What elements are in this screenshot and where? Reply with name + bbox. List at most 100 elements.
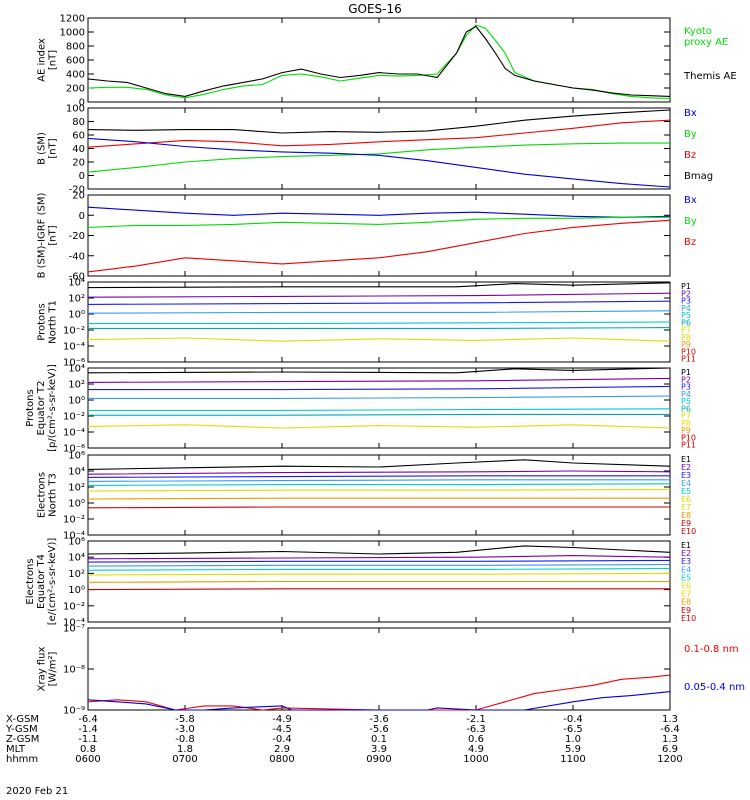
- e_equator-legend-e7: E7: [681, 590, 691, 599]
- e_equator-ytick-label: 10⁶: [68, 537, 85, 548]
- xaxis-value: 5.9: [565, 744, 581, 755]
- xaxis-value: 6.9: [662, 744, 678, 755]
- e_north-ylabel-line: Electrons: [37, 472, 48, 518]
- xaxis-value: -1.1: [78, 734, 98, 745]
- xaxis-value: -5.8: [175, 714, 195, 725]
- e_equator-ytick-label: 10⁰: [68, 585, 85, 596]
- p_north-legend-p6: P6: [681, 318, 691, 327]
- xaxis-value: -0.8: [175, 734, 195, 745]
- p_equator-series-p7: [87, 424, 671, 429]
- xaxis-value: 0.8: [80, 744, 96, 755]
- e_equator-legend-e3: E3: [681, 557, 691, 566]
- ae-ytick-label: 400: [66, 70, 85, 81]
- bigrf-legend-bz: Bz: [684, 237, 696, 248]
- ae-ytick-label: 1200: [60, 14, 85, 25]
- e_equator-ytick-label: 10²: [68, 569, 85, 580]
- ae-ylabel-line: [nT]: [48, 50, 59, 70]
- e_equator-ylabel-line: Electrons: [25, 558, 36, 604]
- e_north-series-e9: [87, 506, 670, 509]
- e_equator-series-e5: [87, 567, 671, 571]
- xaxis-value: -1.4: [78, 724, 98, 735]
- e_equator-legend-e9: E9: [681, 606, 691, 615]
- bsm-legend-bz: Bz: [684, 150, 696, 161]
- e_equator-legend-e10: E10: [681, 614, 696, 623]
- e_equator-legend-e2: E2: [681, 549, 691, 558]
- xaxis-row-label: X-GSM: [6, 714, 39, 725]
- e_equator-legend-e8: E8: [681, 598, 691, 607]
- p_equator-series-p1: [87, 367, 671, 374]
- xray-ytick-label: 10⁻⁹: [63, 706, 85, 717]
- bsm-ylabel-line: [nT]: [48, 138, 59, 158]
- xaxis-value: 0.6: [468, 734, 484, 745]
- p_north-series-p3: [87, 300, 671, 305]
- e_north-series-e2: [87, 470, 671, 475]
- e_north-ytick-label: 10⁻⁴: [63, 531, 85, 542]
- p_north-legend-p5: P5: [681, 311, 691, 320]
- bsm-ytick-label: 0: [79, 171, 85, 182]
- bsm-ylabel-line: B (SM): [37, 132, 48, 165]
- p_north-legend-p8: P8: [681, 333, 691, 342]
- xaxis-value: -5.6: [369, 724, 389, 735]
- xaxis-value: 0600: [75, 754, 100, 765]
- e_north-ytick-label: 10⁻²: [63, 515, 85, 526]
- p_north-legend-p1: P1: [681, 282, 691, 291]
- p_north-ylabel-line: North T1: [48, 300, 59, 344]
- e_north-legend-e8: E8: [681, 511, 691, 520]
- p_equator-legend-p11: P11: [681, 441, 696, 450]
- e_equator-legend-e4: E4: [681, 565, 691, 574]
- e_north-legend-e6: E6: [681, 495, 691, 504]
- bsm-ytick-label: 60: [72, 131, 85, 142]
- p_equator-legend-p10: P10: [681, 433, 696, 442]
- p_equator-legend-p8: P8: [681, 419, 691, 428]
- e_north-legend-e10: E10: [681, 527, 696, 536]
- date-label: 2020 Feb 21: [6, 786, 69, 797]
- e_north-ytick-label: 10⁶: [68, 451, 85, 462]
- p_north-ytick-label: 10⁰: [68, 310, 85, 321]
- xaxis-value: -3.0: [175, 724, 195, 735]
- p_equator-legend-p7: P7: [681, 412, 691, 421]
- bsm-ytick-label: -20: [69, 185, 85, 196]
- xaxis-value: 1.8: [177, 744, 193, 755]
- bigrf-ytick-label: 0: [79, 211, 85, 222]
- e_equator-ytick-label: 10⁴: [68, 553, 85, 564]
- e_equator-series-e2: [87, 555, 671, 560]
- xaxis-value: -2.1: [466, 714, 486, 725]
- p_north-ytick-label: 10⁻⁶: [63, 358, 85, 369]
- e_north-legend-e7: E7: [681, 503, 691, 512]
- p_north-ytick-label: 10⁴: [68, 278, 85, 289]
- bsm-ytick-label: 40: [72, 144, 85, 155]
- xaxis-row-label: Y-GSM: [5, 724, 38, 735]
- e_equator-legend-e1: E1: [681, 541, 691, 550]
- xaxis-value: -3.6: [369, 714, 389, 725]
- xaxis-value: 1.3: [662, 714, 678, 725]
- bsm-frame: [87, 107, 671, 190]
- p_equator-series-p3: [88, 385, 671, 391]
- e_north-ylabel-line: North T3: [48, 473, 59, 517]
- xaxis-value: -6.5: [563, 724, 583, 735]
- bigrf-series-by: [87, 216, 670, 228]
- bsm-legend-bmag: Bmag: [684, 171, 713, 182]
- e_equator-ylabel-line: Equator T4: [36, 554, 47, 609]
- xaxis-value: 4.9: [468, 744, 484, 755]
- p_equator-ytick-label: 10⁰: [68, 396, 85, 407]
- e_equator-ylabel-line: [e/(cm²-s-sr-keV)]: [47, 538, 58, 626]
- xaxis-value: 0800: [269, 754, 294, 765]
- p_equator-series-p5: [88, 408, 671, 411]
- p_north-legend-p3: P3: [681, 297, 691, 306]
- e_equator-series-e6: [87, 572, 671, 576]
- xaxis-row-label: MLT: [6, 744, 26, 755]
- xaxis-value: -0.4: [272, 734, 292, 745]
- e_north-legend-e2: E2: [681, 463, 691, 472]
- p_equator-series-p6: [88, 413, 670, 416]
- xaxis-value: 2.9: [274, 744, 290, 755]
- p_north-series-p1: [87, 282, 671, 289]
- xaxis-value: 0700: [172, 754, 197, 765]
- xaxis-value: 0.1: [371, 734, 387, 745]
- p_north-series-p4: [87, 310, 671, 314]
- ae-legend-proxy-ae: proxy AE: [684, 37, 728, 48]
- p_equator-series-p2: [87, 377, 671, 383]
- p_equator-ylabel-line: Equator T2: [36, 381, 47, 436]
- e_north-series-e4: [87, 479, 670, 482]
- p_north-legend-p2: P2: [681, 289, 691, 298]
